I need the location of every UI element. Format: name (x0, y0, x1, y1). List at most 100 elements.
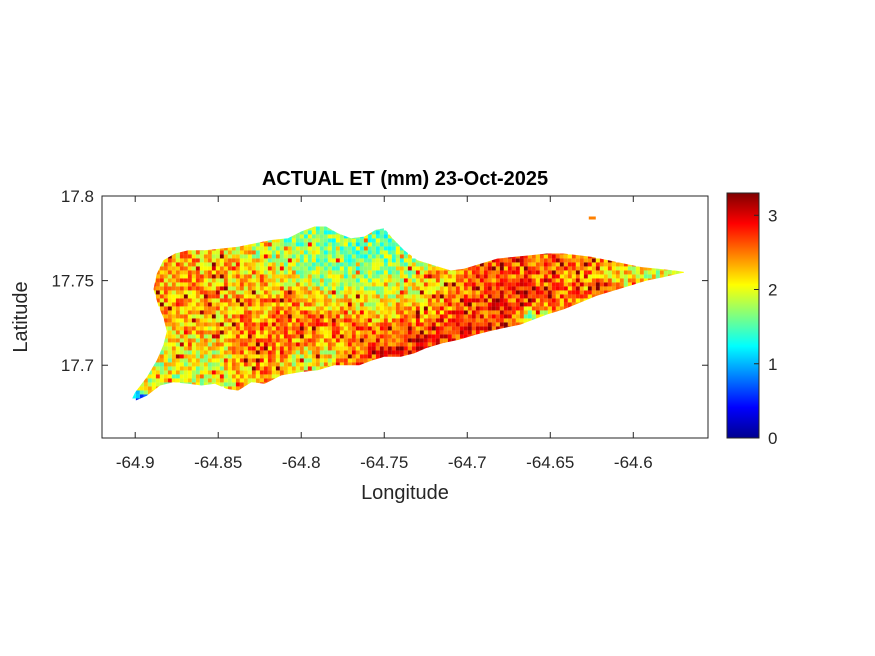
et-pixel (499, 322, 504, 327)
et-pixel (355, 258, 360, 263)
et-pixel (271, 286, 276, 291)
et-pixel (547, 274, 552, 279)
et-pixel (499, 298, 504, 303)
et-pixel (583, 278, 588, 283)
et-pixel (507, 270, 512, 275)
et-pixel (267, 354, 272, 359)
et-pixel (467, 314, 472, 319)
et-pixel (311, 250, 316, 255)
et-pixel (251, 330, 256, 335)
et-pixel (147, 390, 152, 395)
et-pixel (259, 362, 264, 367)
et-pixel (407, 326, 412, 331)
et-pixel (291, 266, 296, 271)
et-pixel (195, 254, 200, 259)
et-pixel (171, 274, 176, 279)
et-pixel (311, 338, 316, 343)
et-pixel (339, 346, 344, 351)
et-pixel (435, 338, 440, 343)
et-pixel (171, 378, 176, 383)
et-pixel (487, 270, 492, 275)
et-pixel (243, 314, 248, 319)
et-pixel (263, 262, 268, 267)
et-pixel (179, 326, 184, 331)
et-pixel (407, 346, 412, 351)
et-pixel (267, 326, 272, 331)
et-pixel (515, 322, 520, 327)
et-pixel (323, 270, 328, 275)
et-pixel (383, 338, 388, 343)
et-pixel (343, 302, 348, 307)
et-pixel (203, 370, 208, 375)
et-pixel (535, 258, 540, 263)
et-pixel (371, 266, 376, 271)
et-pixel (259, 370, 264, 375)
et-pixel (215, 330, 220, 335)
et-pixel (459, 314, 464, 319)
et-pixel (187, 378, 192, 383)
et-pixel (263, 338, 268, 343)
et-pixel (315, 318, 320, 323)
et-pixel (407, 266, 412, 271)
et-pixel (159, 278, 164, 283)
et-pixel (231, 354, 236, 359)
et-pixel (283, 358, 288, 363)
et-pixel (383, 318, 388, 323)
et-pixel (319, 274, 324, 279)
et-pixel (255, 322, 260, 327)
et-pixel (371, 242, 376, 247)
et-pixel (263, 250, 268, 255)
et-pixel (211, 266, 216, 271)
et-pixel (271, 326, 276, 331)
et-pixel (363, 350, 368, 355)
et-pixel (499, 266, 504, 271)
et-pixel (507, 310, 512, 315)
et-pixel (383, 234, 388, 239)
et-pixel (263, 342, 268, 347)
et-pixel (167, 270, 172, 275)
et-pixel (263, 294, 268, 299)
et-pixel (351, 274, 356, 279)
et-pixel (383, 282, 388, 287)
et-pixel (287, 354, 292, 359)
et-pixel (575, 294, 580, 299)
et-pixel (167, 306, 172, 311)
et-pixel (307, 254, 312, 259)
et-pixel (427, 274, 432, 279)
et-pixel (271, 302, 276, 307)
et-pixel (267, 310, 272, 315)
et-pixel (383, 322, 388, 327)
et-pixel (487, 310, 492, 315)
et-pixel (323, 306, 328, 311)
et-pixel (271, 258, 276, 263)
et-pixel (351, 242, 356, 247)
et-pixel (199, 358, 204, 363)
et-pixel (615, 278, 620, 283)
et-pixel (363, 310, 368, 315)
et-pixel (423, 322, 428, 327)
et-pixel (287, 330, 292, 335)
et-pixel (275, 342, 280, 347)
et-pixel (139, 390, 144, 395)
et-pixel (327, 302, 332, 307)
et-pixel (415, 338, 420, 343)
et-pixel (523, 318, 528, 323)
et-pixel (303, 326, 308, 331)
et-pixel (411, 330, 416, 335)
et-pixel (527, 282, 532, 287)
et-pixel (359, 254, 364, 259)
et-pixel (343, 294, 348, 299)
et-pixel (351, 278, 356, 283)
et-pixel (507, 298, 512, 303)
et-pixel (179, 374, 184, 379)
et-pixel (187, 250, 192, 255)
et-pixel (259, 346, 264, 351)
et-pixel (387, 354, 392, 359)
et-pixel (319, 298, 324, 303)
et-pixel (295, 350, 300, 355)
et-pixel (251, 318, 256, 323)
et-pixel (359, 246, 364, 251)
et-pixel (171, 302, 176, 307)
et-pixel (427, 262, 432, 267)
et-pixel (575, 262, 580, 267)
